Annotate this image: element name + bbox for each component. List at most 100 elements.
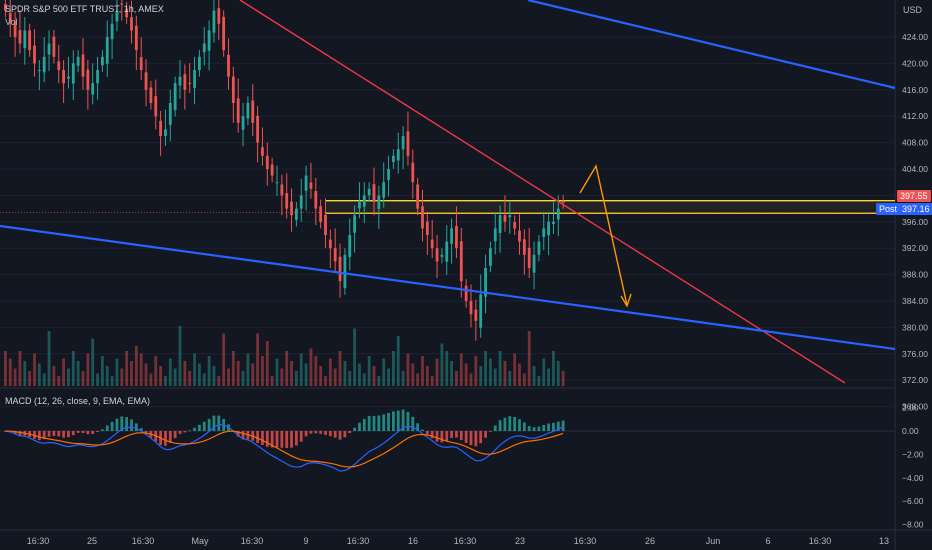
candle-body [168,103,172,125]
candle-body [503,215,507,222]
candle-body [4,4,7,11]
candle-body [498,215,502,234]
volume-bar [489,358,492,386]
volume-bar [503,361,507,386]
macd-histogram-bar [115,418,119,431]
macd-histogram-bar [430,431,434,439]
macd-histogram-bar [304,431,308,437]
macd-histogram-bar [125,417,129,431]
volume-bar [343,361,347,386]
price-tick-label: 372.00 [902,375,928,385]
candle-body [392,155,395,163]
volume-bar [474,356,478,386]
volume-bar [455,371,458,386]
price-tick-label: 380.00 [902,322,928,332]
volume-bar [115,358,119,386]
volume-bar [130,361,133,386]
volume-bar [207,356,211,386]
volume-bar [149,373,153,386]
time-tick-label: Jun [706,536,721,546]
macd-histogram-bar [139,428,143,431]
candle-body [343,254,347,289]
candle-body [295,208,298,220]
candle-body [18,30,22,44]
volume-bar [178,326,182,386]
volume-bar [275,358,279,386]
macd-histogram-bar [67,431,70,438]
volume-bar [231,351,235,386]
macd-histogram-bar [367,416,371,431]
volume-bar [508,371,512,386]
time-tick-label: 16:30 [241,536,264,546]
macd-histogram-bar [358,422,361,431]
candle-body [183,74,187,90]
channel-lower-line [0,224,896,351]
candle-body [489,248,492,266]
macd-histogram-bar [168,431,172,443]
candle-body [256,115,259,143]
macd-histogram-bar [493,425,497,431]
volume-bar [52,366,56,386]
volume-bar [498,351,502,386]
macd-histogram-bar [455,431,458,438]
candle-body [338,256,342,282]
macd-histogram-bar [406,411,410,431]
macd-histogram-bar [217,415,221,431]
volume-bar [333,368,337,386]
macd-histogram-bar [561,420,565,431]
volume-bar [168,358,172,386]
volume-bar [241,371,245,386]
macd-histogram-bar [280,431,284,448]
price-tick-label: 396.00 [902,217,928,227]
price-tick-label: 376.00 [902,349,928,359]
volume-bar [430,376,434,386]
volume-bar [101,356,104,386]
price-tick-label: 384.00 [902,296,928,306]
macd-histogram-bar [134,423,138,431]
volume-bar [532,366,536,386]
candle-body [484,268,487,297]
candle-body [144,72,148,90]
volume-bar [183,361,187,386]
candle-body [522,239,526,255]
price-tick-label: 424.00 [902,32,928,42]
volume-bar [518,363,521,386]
time-tick-label: 16:30 [27,536,50,546]
macd-histogram-bar [57,431,61,437]
volume-bar [76,361,80,386]
currency-label: USD [903,5,923,15]
volume-bar [353,328,356,386]
volume-bar [464,363,468,386]
macd-histogram-bar [101,429,104,431]
volume-bar [285,351,289,386]
macd-histogram-bar [290,431,293,448]
volume-bar [42,373,46,386]
candle-body [96,70,99,84]
candle-body [367,188,371,196]
volume-bar [290,361,293,386]
candle-body [518,230,521,242]
candle-body [430,239,434,249]
macd-histogram-bar [62,431,65,438]
candle-body [348,235,352,258]
time-tick-label: May [191,536,209,546]
volume-bar [537,376,541,386]
candle-body [246,103,250,119]
candle-body [154,96,158,117]
macd-histogram-bar [52,431,56,436]
time-tick-label: 13 [879,536,889,546]
volume-bar [387,368,390,386]
candle-body [188,82,192,84]
price-tick-label: 392.00 [902,243,928,253]
candle-body [105,37,109,64]
candle-body [222,16,226,51]
volume-bar [134,346,138,386]
macd-histogram-bar [188,430,192,432]
volume-bar [256,333,259,386]
candle-body [130,17,133,31]
macd-histogram-bar [411,416,415,431]
candle-body [358,202,361,209]
macd-histogram-bar [328,431,332,437]
candle-body [532,254,536,273]
